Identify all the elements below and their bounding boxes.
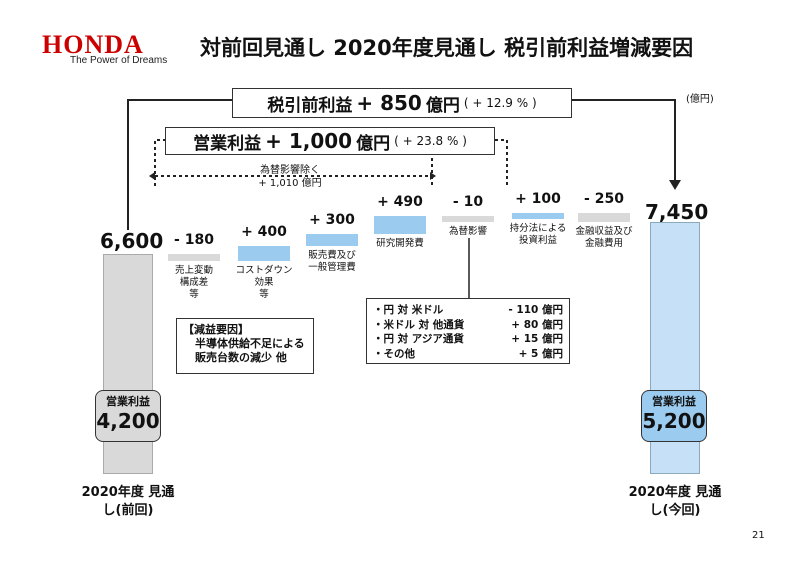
end-axis-label: 2020年度 見通し(今回) [628,485,722,518]
end-value: 7,450 [645,200,709,224]
step-bar-1 [168,254,220,261]
step-value-1: - 180 [174,232,214,248]
step-label-1: 売上変動 構成差等 [174,264,213,300]
step-label-7: 金融収益及び 金融費用 [575,226,633,249]
page-number: 21 [752,530,765,541]
fx-row-label: ・その他 [373,347,415,360]
fx-breakdown-box: ・円 対 米ドル - 110 億円 ・米ドル 対 他通貨 + 80 億円 ・円 対 アジ… [366,298,570,364]
fx-row-label: ・円 対 米ドル [373,304,444,316]
start-axis-label: 2020年度 見通し(前回) [81,485,175,518]
fx-row-2: ・米ドル 対 他通貨 + 80 億円 [373,318,563,333]
end-op-badge: 営業利益 5,200 [641,390,707,442]
step-bar-5 [442,215,494,222]
operating-summary-box: 営業利益 + 1,000 億円 ( + 23.8 % ) [165,127,495,155]
step-label-6: 持分法による 投資利益 [509,222,567,246]
op-label: 営業利益 [193,133,262,154]
fx-row-value: - 110 億円 [508,304,563,316]
fx-excluded-line2: + 1,010 億円 [258,178,322,189]
pretax-label: 税引前利益 [267,95,353,116]
fx-row-4: ・その他 + 5 億円 [373,347,563,362]
fx-row-3: ・円 対 アジア通貨 + 15 億円 [373,332,563,347]
fx-excluded-line1: 為替影響除く [260,165,320,176]
pretax-summary-box: 税引前利益 + 850 億円 ( + 12.9 % ) [232,88,572,118]
fx-row-value: + 80 億円 [511,318,563,331]
start-op-value: 4,200 [96,409,160,433]
tagline: The Power of Dreams [70,55,168,66]
reason-line1: 半導体供給不足による [195,337,305,350]
step-value-4: + 490 [377,193,423,210]
end-op-label: 営業利益 [652,395,696,408]
pretax-unit: 億円 [425,95,460,116]
step-value-6: + 100 [515,190,561,207]
pretax-value: + 850 [356,91,422,115]
honda-logo: HONDA [42,30,144,59]
op-pct: ( + 23.8 % ) [394,134,467,148]
step-label-3: 販売費及び 一般管理費 [308,249,356,273]
fx-row-label: ・円 対 アジア通貨 [373,333,464,345]
step-bar-2 [238,245,290,261]
fx-row-1: ・円 対 米ドル - 110 億円 [373,303,563,318]
step-bar-3 [306,234,358,246]
step-value-3: + 300 [309,212,355,229]
step-label-5: 為替影響 [448,225,487,237]
step-label-4: 研究開発費 [376,238,424,250]
start-value: 6,600 [100,229,164,253]
fx-excluded-note: 為替影響除く + 1,010 億円 [210,164,370,190]
fx-row-value: + 5 億円 [518,347,563,360]
step-bar-6 [512,212,564,219]
pretax-pct: ( + 12.9 % ) [463,96,537,110]
step-bar-4 [374,215,426,235]
reason-title: 【減益要因】 [183,323,249,336]
op-unit: 億円 [356,133,391,154]
step-value-7: - 250 [584,190,624,207]
start-op-badge: 営業利益 4,200 [95,390,161,442]
step-bar-7 [578,212,630,222]
fx-row-value: + 15 億円 [511,333,563,345]
end-op-value: 5,200 [642,409,706,433]
reason-line2: 販売台数の減少 他 [195,351,287,364]
step-label-2: コストダウン 効果等 [235,264,293,300]
decrease-reason-box: 【減益要因】 半導体供給不足による 販売台数の減少 他 [176,318,314,374]
step-value-2: + 400 [241,223,287,240]
step-value-5: - 10 [452,193,484,210]
op-value: + 1,000 [265,129,353,153]
unit-label: (億円) [686,94,714,105]
start-op-label: 営業利益 [106,395,150,408]
fx-row-label: ・米ドル 対 他通貨 [373,318,465,331]
page-title: 対前回見通し 2020年度見通し 税引前利益増減要因 [200,36,694,60]
